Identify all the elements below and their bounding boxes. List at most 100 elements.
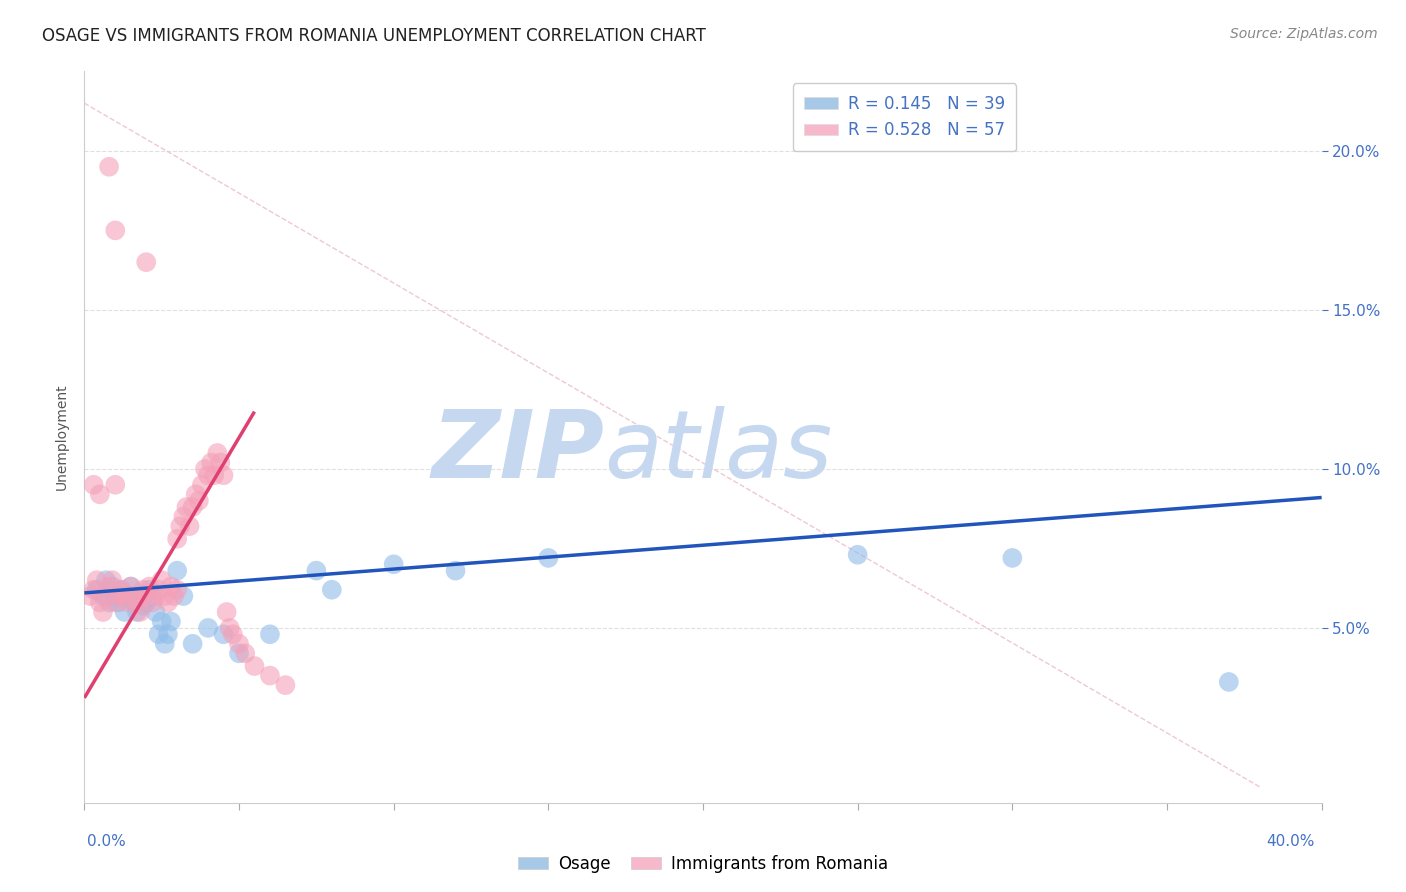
Point [138, 580, 160, 594]
Point [135, 589, 157, 603]
Point [382, 558, 405, 572]
Point [94, 573, 117, 587]
Point [233, 646, 256, 660]
Point [212, 468, 235, 483]
Point [94, 589, 117, 603]
Point [148, 627, 170, 641]
Point [166, 532, 188, 546]
Point [305, 564, 328, 578]
Point [184, 487, 207, 501]
Point [91, 589, 114, 603]
Point [160, 580, 183, 594]
Point [197, 468, 219, 483]
Point [197, 621, 219, 635]
Point [207, 446, 229, 460]
Point [98, 595, 121, 609]
Point [153, 589, 176, 603]
Point [172, 589, 194, 603]
Point [212, 627, 235, 641]
Point [163, 589, 186, 603]
Point [145, 589, 167, 603]
Point [191, 477, 214, 491]
Point [129, 589, 152, 603]
Point [98, 580, 121, 594]
Point [114, 605, 136, 619]
Point [122, 595, 145, 609]
Point [138, 582, 160, 597]
Legend: Osage, Immigrants from Romania: Osage, Immigrants from Romania [512, 848, 894, 880]
Point [104, 589, 127, 603]
Point [98, 160, 121, 174]
Point [132, 599, 155, 613]
Text: atlas: atlas [605, 406, 832, 497]
Point [86, 573, 108, 587]
Point [125, 595, 148, 609]
Point [228, 637, 250, 651]
Point [218, 621, 240, 635]
Point [150, 615, 173, 629]
Point [91, 605, 114, 619]
Point [228, 646, 250, 660]
Point [86, 582, 108, 597]
Point [846, 548, 869, 562]
Point [125, 605, 148, 619]
Point [117, 595, 139, 609]
Point [321, 582, 343, 597]
Point [181, 637, 204, 651]
Point [209, 456, 232, 470]
Y-axis label: Unemployment: Unemployment [55, 384, 69, 491]
Point [135, 595, 157, 609]
Point [110, 582, 132, 597]
Point [1218, 675, 1240, 690]
Point [83, 477, 105, 491]
Point [259, 668, 281, 682]
Point [129, 605, 152, 619]
Point [101, 580, 124, 594]
Point [114, 589, 136, 603]
Point [107, 589, 129, 603]
Point [222, 627, 245, 641]
Point [132, 582, 155, 597]
Point [444, 564, 467, 578]
Point [101, 573, 124, 587]
Point [187, 493, 209, 508]
Point [194, 462, 217, 476]
Text: 0.0%: 0.0% [87, 834, 127, 849]
Point [156, 595, 179, 609]
Point [156, 627, 179, 641]
Point [120, 580, 142, 594]
Point [153, 637, 176, 651]
Point [145, 605, 167, 619]
Point [135, 255, 157, 269]
Point [181, 500, 204, 514]
Point [141, 595, 163, 609]
Point [110, 582, 132, 597]
Point [1001, 550, 1024, 565]
Point [150, 573, 173, 587]
Point [169, 519, 191, 533]
Point [141, 589, 163, 603]
Text: Source: ZipAtlas.com: Source: ZipAtlas.com [1230, 27, 1378, 41]
Legend: R = 0.145   N = 39, R = 0.528   N = 57: R = 0.145 N = 39, R = 0.528 N = 57 [793, 83, 1017, 151]
Point [89, 487, 111, 501]
Point [537, 550, 560, 565]
Point [179, 519, 201, 533]
Text: ZIP: ZIP [432, 406, 605, 498]
Point [200, 456, 222, 470]
Point [122, 589, 145, 603]
Point [104, 477, 127, 491]
Point [274, 678, 297, 692]
Point [160, 615, 183, 629]
Point [83, 582, 105, 597]
Point [104, 223, 127, 237]
Point [202, 468, 225, 483]
Point [120, 580, 142, 594]
Point [176, 500, 198, 514]
Point [166, 582, 188, 597]
Point [166, 564, 188, 578]
Point [215, 605, 238, 619]
Point [107, 595, 129, 609]
Point [89, 595, 111, 609]
Point [259, 627, 281, 641]
Point [79, 589, 101, 603]
